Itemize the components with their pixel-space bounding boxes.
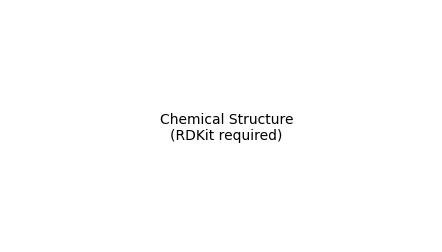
Text: Chemical Structure
(RDKit required): Chemical Structure (RDKit required) [160,112,293,142]
